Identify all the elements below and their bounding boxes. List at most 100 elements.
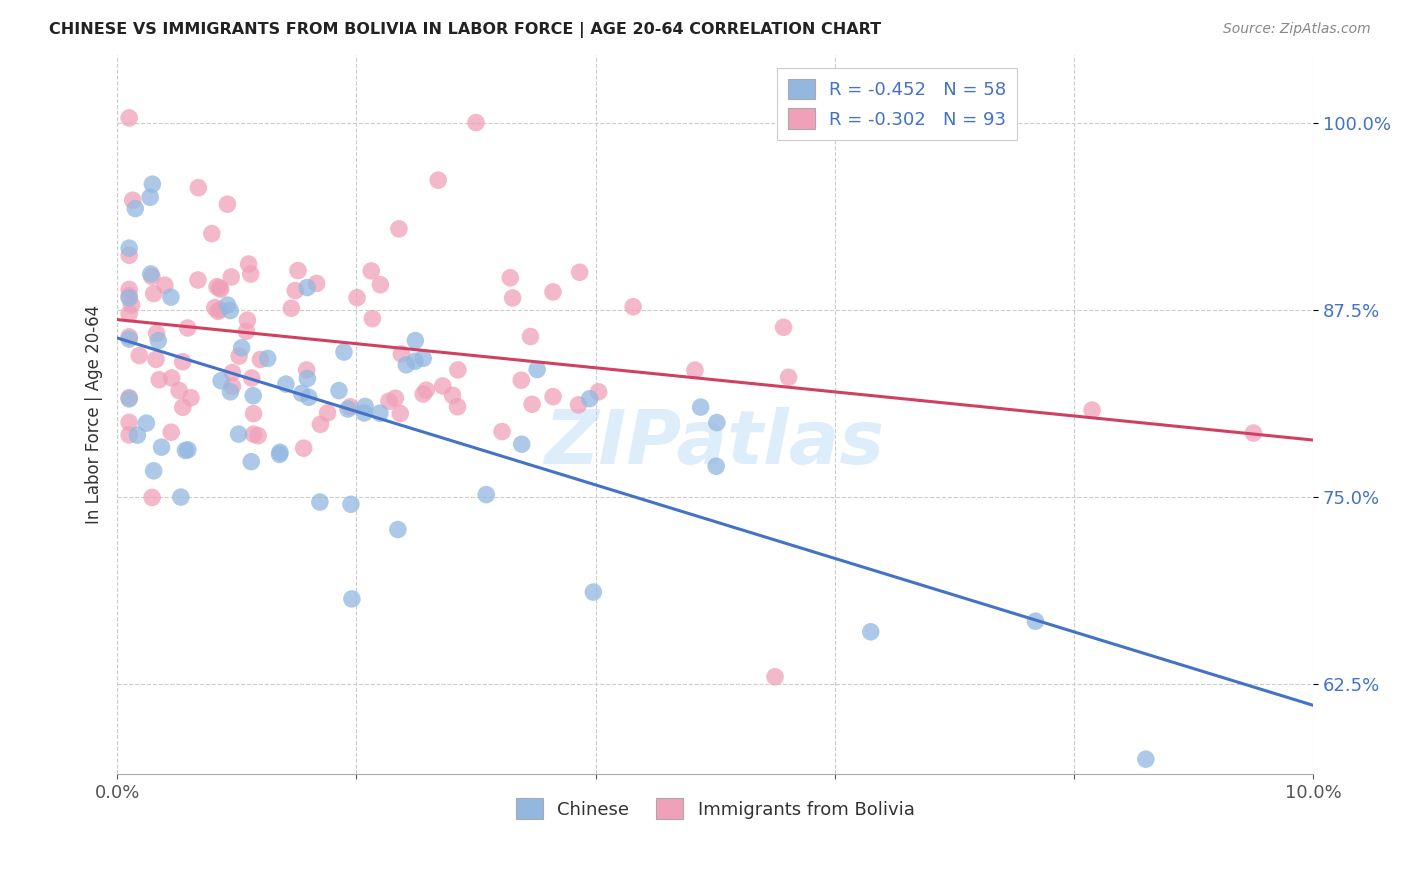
Point: [336, 402, 359, 417]
Point: [139, 267, 162, 281]
Point: [240, 455, 263, 469]
Point: [135, 416, 157, 430]
Point: [170, 490, 193, 504]
Point: [287, 263, 309, 277]
Point: [568, 265, 591, 279]
Point: [404, 334, 426, 348]
Point: [340, 497, 363, 511]
Point: [240, 371, 263, 385]
Point: [1081, 403, 1104, 417]
Point: [305, 277, 328, 291]
Point: [582, 585, 605, 599]
Point: [683, 363, 706, 377]
Point: [378, 394, 401, 409]
Point: [446, 400, 468, 414]
Point: [491, 425, 513, 439]
Point: [519, 329, 541, 343]
Point: [370, 277, 392, 292]
Point: [217, 197, 239, 211]
Point: [621, 300, 644, 314]
Point: [141, 269, 163, 284]
Point: [231, 341, 253, 355]
Point: [298, 390, 321, 404]
Point: [269, 445, 291, 459]
Point: [360, 264, 382, 278]
Point: [704, 459, 727, 474]
Point: [118, 392, 141, 406]
Point: [160, 290, 183, 304]
Point: [427, 173, 450, 187]
Point: [236, 313, 259, 327]
Point: [221, 366, 243, 380]
Point: [578, 392, 600, 406]
Point: [160, 371, 183, 385]
Point: [499, 270, 522, 285]
Text: Source: ZipAtlas.com: Source: ZipAtlas.com: [1223, 22, 1371, 37]
Point: [118, 111, 141, 125]
Point: [238, 257, 260, 271]
Point: [118, 391, 141, 405]
Point: [309, 417, 332, 432]
Point: [432, 379, 454, 393]
Point: [1135, 752, 1157, 766]
Point: [689, 400, 711, 414]
Point: [142, 464, 165, 478]
Point: [118, 248, 141, 262]
Point: [145, 326, 167, 341]
Point: [219, 303, 242, 318]
Point: [588, 384, 610, 399]
Point: [121, 193, 143, 207]
Point: [204, 301, 226, 315]
Point: [772, 320, 794, 334]
Point: [291, 386, 314, 401]
Point: [174, 443, 197, 458]
Point: [219, 384, 242, 399]
Point: [153, 278, 176, 293]
Point: [333, 345, 356, 359]
Point: [242, 389, 264, 403]
Point: [160, 425, 183, 440]
Point: [389, 407, 412, 421]
Point: [145, 352, 167, 367]
Point: [340, 591, 363, 606]
Point: [118, 291, 141, 305]
Point: [316, 406, 339, 420]
Point: [121, 298, 143, 312]
Point: [395, 358, 418, 372]
Y-axis label: In Labor Force | Age 20-64: In Labor Force | Age 20-64: [86, 305, 103, 524]
Point: [284, 284, 307, 298]
Point: [475, 488, 498, 502]
Point: [148, 334, 170, 348]
Point: [447, 363, 470, 377]
Point: [280, 301, 302, 316]
Point: [242, 407, 264, 421]
Point: [219, 270, 242, 285]
Text: ZIPatlas: ZIPatlas: [546, 407, 886, 480]
Point: [148, 373, 170, 387]
Point: [292, 441, 315, 455]
Text: CHINESE VS IMMIGRANTS FROM BOLIVIA IN LABOR FORCE | AGE 20-64 CORRELATION CHART: CHINESE VS IMMIGRANTS FROM BOLIVIA IN LA…: [49, 22, 882, 38]
Point: [510, 437, 533, 451]
Point: [1024, 614, 1046, 628]
Point: [128, 349, 150, 363]
Point: [1243, 425, 1265, 440]
Point: [295, 280, 318, 294]
Point: [142, 286, 165, 301]
Point: [217, 298, 239, 312]
Point: [127, 428, 149, 442]
Point: [124, 202, 146, 216]
Point: [180, 391, 202, 405]
Point: [167, 384, 190, 398]
Point: [297, 371, 319, 385]
Point: [228, 349, 250, 363]
Point: [763, 670, 786, 684]
Point: [177, 442, 200, 457]
Point: [354, 400, 377, 414]
Point: [209, 282, 232, 296]
Point: [172, 355, 194, 369]
Point: [118, 330, 141, 344]
Point: [295, 363, 318, 377]
Point: [328, 384, 350, 398]
Point: [441, 388, 464, 402]
Point: [309, 495, 332, 509]
